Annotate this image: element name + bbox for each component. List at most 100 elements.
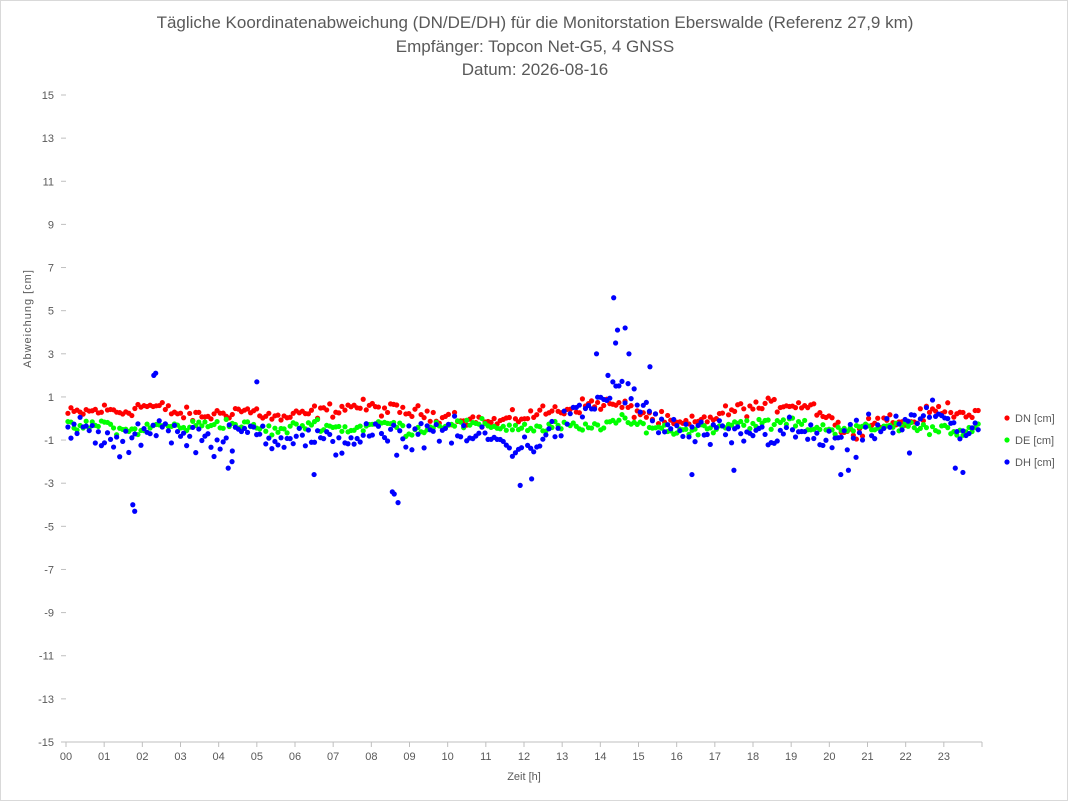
series-de-point bbox=[780, 417, 786, 423]
series-dn-point bbox=[101, 402, 108, 408]
series-dn-point bbox=[427, 418, 433, 424]
series-dh-point bbox=[305, 427, 312, 433]
series-de-point bbox=[266, 423, 272, 429]
series-dn-point bbox=[506, 414, 512, 421]
y-tick-label: -3 bbox=[44, 478, 54, 490]
y-tick-label: -1 bbox=[44, 435, 54, 447]
series-dn-point bbox=[68, 405, 74, 411]
series-dn-point bbox=[400, 404, 406, 410]
series-dh-point bbox=[92, 440, 98, 446]
series-de-point bbox=[409, 432, 415, 438]
series-dn-point bbox=[975, 407, 981, 414]
series-de-point bbox=[741, 422, 747, 428]
x-tick-label: 02 bbox=[136, 751, 148, 763]
series-dh-point bbox=[674, 423, 680, 429]
series-dh-point bbox=[375, 423, 382, 429]
series-de-point bbox=[512, 422, 519, 428]
series-dh-point bbox=[881, 425, 887, 432]
series-de-point bbox=[342, 424, 348, 430]
series-dh-point bbox=[117, 454, 123, 460]
series-dh-point bbox=[171, 422, 178, 428]
series-de-point bbox=[579, 427, 586, 433]
series-dh-point bbox=[281, 444, 287, 450]
series-dh-point bbox=[847, 421, 853, 428]
series-dh-point bbox=[129, 435, 135, 441]
series-de-point bbox=[357, 423, 363, 429]
series-dn-point bbox=[926, 409, 933, 415]
series-dh-point bbox=[275, 442, 281, 448]
series-dh-point bbox=[704, 431, 710, 438]
series-dn-point bbox=[948, 409, 954, 416]
legend-marker bbox=[1004, 459, 1010, 465]
series-dh-point bbox=[731, 467, 737, 473]
series-dh-point bbox=[266, 435, 272, 441]
series-dh-point bbox=[698, 419, 704, 425]
series-dn-point bbox=[704, 419, 710, 425]
series-dh-point bbox=[397, 428, 403, 434]
series-de-point bbox=[281, 426, 287, 432]
series-dh-point bbox=[605, 372, 611, 378]
series-de-point bbox=[619, 411, 625, 418]
series-dh-point bbox=[896, 421, 902, 427]
series-de-point bbox=[531, 428, 537, 434]
series-dh-point bbox=[853, 454, 859, 460]
series-dn-point bbox=[588, 398, 595, 404]
series-dh-point bbox=[482, 430, 488, 436]
series-dh-point bbox=[68, 435, 74, 441]
series-dh-point bbox=[196, 426, 202, 432]
series-dn-point bbox=[759, 406, 765, 412]
legend-label: DH [cm] bbox=[1015, 457, 1055, 469]
series-dh-point bbox=[689, 424, 695, 430]
series-de-point bbox=[917, 425, 923, 431]
series-dh-point bbox=[409, 447, 415, 453]
series-dn-point bbox=[738, 401, 744, 407]
series-dh-point bbox=[418, 420, 424, 427]
chart-date: Datum: 2026-08-16 bbox=[461, 60, 609, 79]
series-de-point bbox=[284, 430, 290, 436]
series-dh-point bbox=[299, 432, 305, 438]
series-dn-point bbox=[180, 415, 187, 421]
series-dh-point bbox=[655, 430, 662, 436]
series-dh-point bbox=[517, 482, 523, 488]
series-de-point bbox=[275, 429, 281, 435]
series-dh-point bbox=[814, 430, 820, 436]
series-dh-point bbox=[168, 440, 175, 446]
series-dh-point bbox=[805, 436, 811, 442]
series-dn-point bbox=[795, 400, 802, 406]
series-dh-point bbox=[850, 435, 856, 441]
series-dh-point bbox=[391, 422, 397, 428]
series-de-point bbox=[503, 427, 509, 433]
x-tick-label: 12 bbox=[518, 751, 530, 763]
series-dn-point bbox=[665, 412, 671, 419]
series-dh-point bbox=[327, 431, 333, 438]
series-dh-point bbox=[153, 433, 159, 439]
series-dh-point bbox=[567, 411, 573, 417]
series-dh-point bbox=[199, 437, 205, 444]
series-dh-point bbox=[71, 421, 77, 427]
series-dh-point bbox=[845, 467, 852, 473]
series-de-point bbox=[89, 419, 95, 425]
series-dh-point bbox=[260, 423, 266, 429]
series-dh-point bbox=[120, 438, 126, 444]
series-de-point bbox=[929, 424, 936, 430]
series-dn-point bbox=[491, 415, 497, 422]
series-dh-point bbox=[381, 434, 388, 441]
series-dh-point bbox=[406, 423, 412, 429]
series-dh-point bbox=[287, 436, 293, 442]
series-dn-point bbox=[689, 413, 695, 419]
series-dn-point bbox=[488, 419, 494, 426]
series-dh-point bbox=[564, 421, 570, 427]
series-dn-point bbox=[875, 415, 881, 421]
series-dn-point bbox=[887, 412, 893, 418]
series-dh-point bbox=[165, 428, 171, 434]
series-de-point bbox=[936, 429, 942, 435]
series-dh-point bbox=[378, 430, 385, 437]
series-dh-point bbox=[442, 425, 449, 431]
series-dn-point bbox=[327, 401, 333, 407]
series-dh-point bbox=[671, 416, 677, 423]
series-dn-point bbox=[936, 403, 942, 410]
series-dn-point bbox=[750, 406, 756, 412]
series-dn-point bbox=[244, 406, 251, 412]
series-de-point bbox=[588, 425, 595, 431]
